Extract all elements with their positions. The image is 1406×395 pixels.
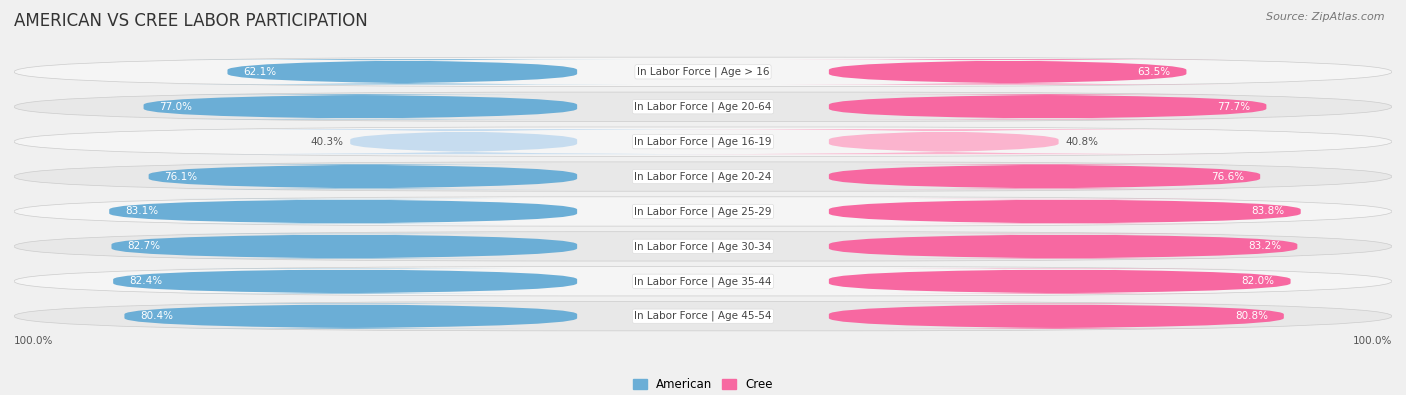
FancyBboxPatch shape (110, 199, 576, 224)
FancyBboxPatch shape (112, 269, 576, 294)
Text: In Labor Force | Age 35-44: In Labor Force | Age 35-44 (634, 276, 772, 286)
FancyBboxPatch shape (14, 301, 1392, 331)
Text: 80.4%: 80.4% (141, 311, 173, 321)
FancyBboxPatch shape (14, 232, 1392, 261)
FancyBboxPatch shape (830, 269, 1291, 294)
Text: AMERICAN VS CREE LABOR PARTICIPATION: AMERICAN VS CREE LABOR PARTICIPATION (14, 12, 368, 30)
Text: In Labor Force | Age 20-64: In Labor Force | Age 20-64 (634, 102, 772, 112)
Text: 80.8%: 80.8% (1234, 311, 1268, 321)
FancyBboxPatch shape (14, 127, 1392, 156)
Text: In Labor Force | Age 16-19: In Labor Force | Age 16-19 (634, 136, 772, 147)
FancyBboxPatch shape (124, 304, 576, 329)
Text: 83.8%: 83.8% (1251, 207, 1285, 216)
Text: 100.0%: 100.0% (14, 336, 53, 346)
FancyBboxPatch shape (830, 234, 1298, 259)
Text: In Labor Force | Age 30-34: In Labor Force | Age 30-34 (634, 241, 772, 252)
FancyBboxPatch shape (14, 267, 1392, 296)
FancyBboxPatch shape (14, 57, 1392, 87)
Text: 82.4%: 82.4% (129, 276, 162, 286)
FancyBboxPatch shape (654, 129, 1234, 154)
Text: In Labor Force | Age 45-54: In Labor Force | Age 45-54 (634, 311, 772, 322)
Text: In Labor Force | Age 25-29: In Labor Force | Age 25-29 (634, 206, 772, 217)
Text: 40.3%: 40.3% (311, 137, 343, 147)
Text: 77.0%: 77.0% (159, 102, 193, 112)
FancyBboxPatch shape (111, 234, 576, 259)
Text: 83.2%: 83.2% (1249, 241, 1281, 251)
Legend: American, Cree: American, Cree (628, 373, 778, 395)
FancyBboxPatch shape (14, 197, 1392, 226)
Text: 76.1%: 76.1% (165, 171, 198, 182)
Text: 76.6%: 76.6% (1211, 171, 1244, 182)
FancyBboxPatch shape (14, 162, 1392, 191)
FancyBboxPatch shape (143, 94, 576, 119)
Text: 83.1%: 83.1% (125, 207, 159, 216)
Text: 82.0%: 82.0% (1241, 276, 1275, 286)
Text: 77.7%: 77.7% (1218, 102, 1250, 112)
FancyBboxPatch shape (172, 129, 755, 154)
Text: 40.8%: 40.8% (1066, 137, 1098, 147)
Text: In Labor Force | Age 20-24: In Labor Force | Age 20-24 (634, 171, 772, 182)
Text: Source: ZipAtlas.com: Source: ZipAtlas.com (1267, 12, 1385, 22)
Text: 62.1%: 62.1% (243, 67, 277, 77)
FancyBboxPatch shape (830, 164, 1260, 189)
Text: In Labor Force | Age > 16: In Labor Force | Age > 16 (637, 67, 769, 77)
Text: 82.7%: 82.7% (128, 241, 160, 251)
FancyBboxPatch shape (830, 94, 1267, 119)
FancyBboxPatch shape (780, 59, 1234, 85)
Text: 63.5%: 63.5% (1137, 67, 1171, 77)
FancyBboxPatch shape (172, 59, 633, 85)
FancyBboxPatch shape (830, 304, 1284, 329)
FancyBboxPatch shape (14, 92, 1392, 121)
FancyBboxPatch shape (149, 164, 576, 189)
FancyBboxPatch shape (830, 199, 1301, 224)
Text: 100.0%: 100.0% (1353, 336, 1392, 346)
